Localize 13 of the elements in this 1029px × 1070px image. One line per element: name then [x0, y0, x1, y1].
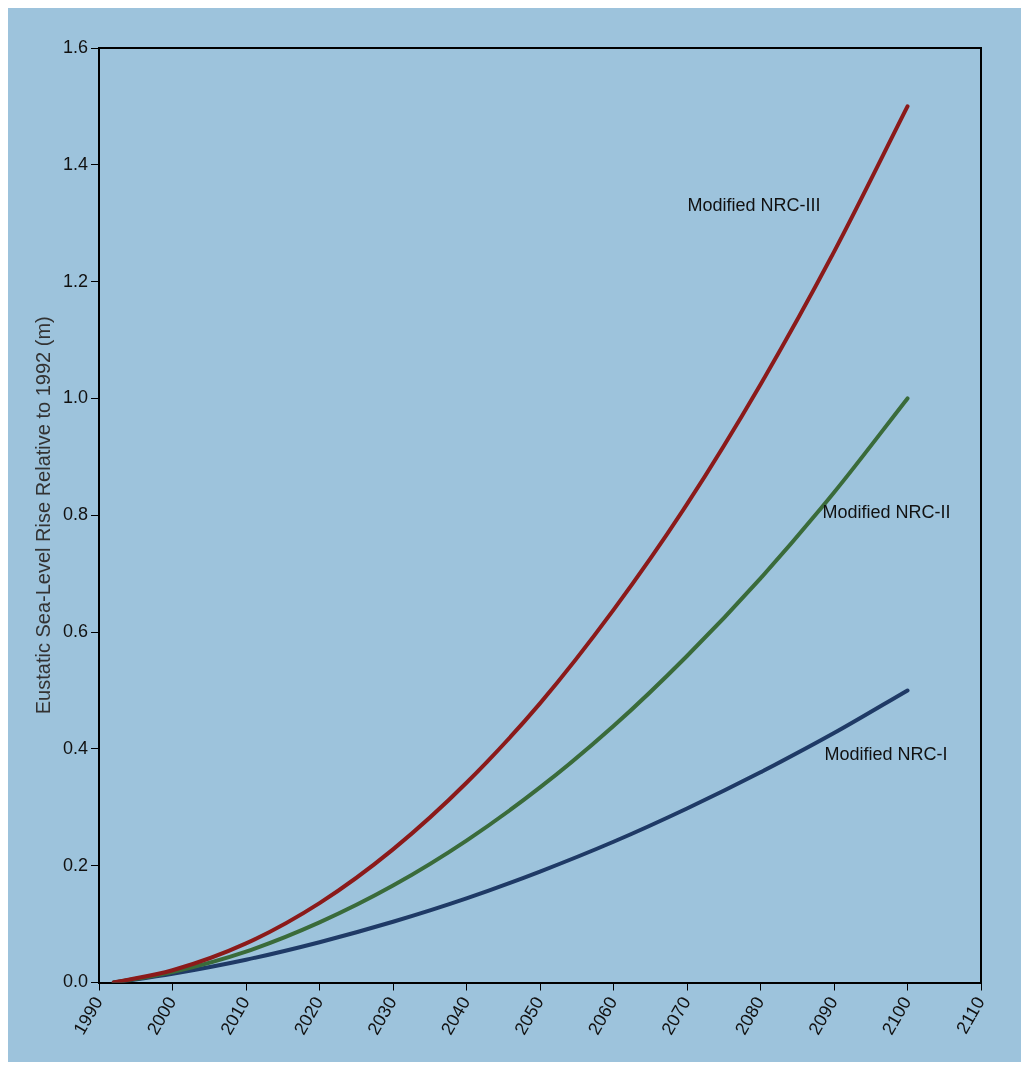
y-tick-label: 0.0	[62, 971, 89, 992]
y-tick-label: 0.4	[62, 737, 89, 758]
y-tick-label: 0.6	[62, 621, 89, 642]
y-axis-title: Eustatic Sea-Level Rise Relative to 1992 (m)	[31, 316, 54, 715]
y-tick-label: 0.2	[62, 854, 89, 875]
series-label: Modified NRC-III	[687, 195, 821, 216]
y-tick-label: 1.0	[62, 387, 89, 408]
series-label: Modified NRC-I	[824, 744, 948, 765]
series-label: Modified NRC-II	[822, 502, 951, 523]
y-tick-label: 1.4	[62, 153, 89, 174]
y-tick-label: 1.2	[62, 270, 89, 291]
y-tick-label: 0.8	[62, 504, 89, 525]
y-tick-label: 1.6	[62, 36, 89, 57]
